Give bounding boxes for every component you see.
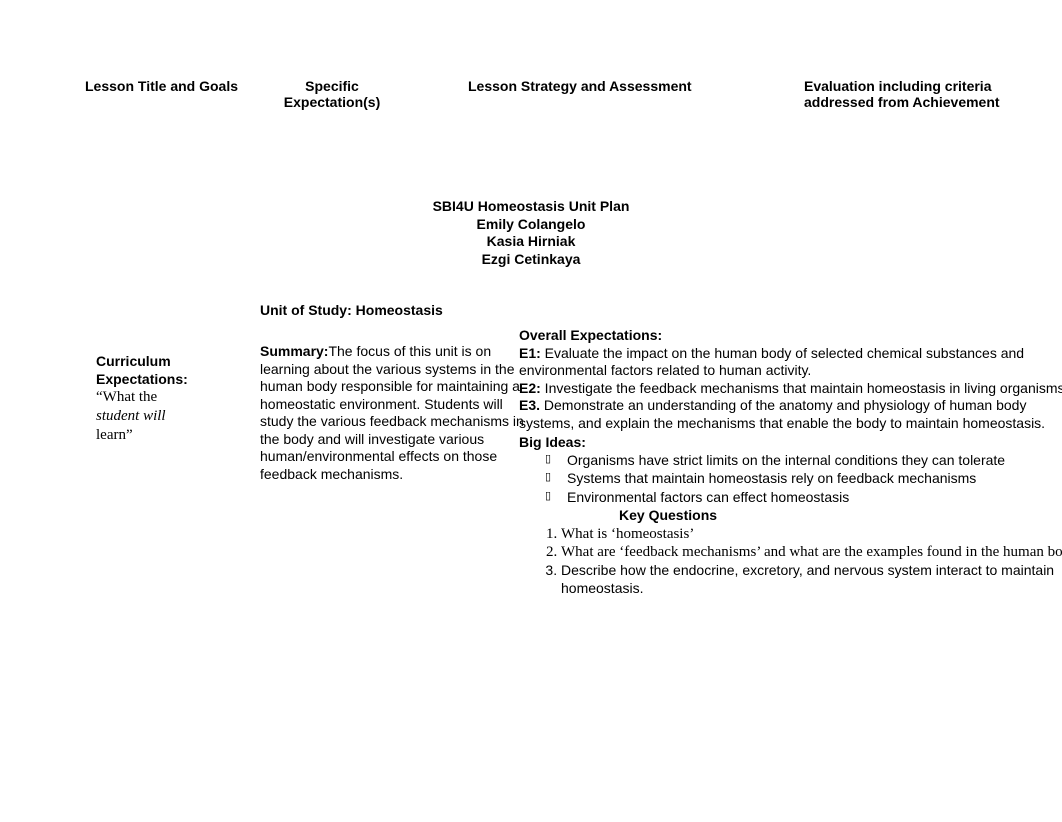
summary-box: Summary:The focus of this unit is on lea… xyxy=(260,343,528,483)
summary-label: Summary: xyxy=(260,343,328,359)
author-3: Ezgi Cetinkaya xyxy=(0,251,1062,269)
document-title-block: SBI4U Homeostasis Unit Plan Emily Colang… xyxy=(0,198,1062,268)
e3-text: Demonstrate an understanding of the anat… xyxy=(519,397,1045,431)
key-questions-title: Key Questions xyxy=(519,507,1062,525)
curriculum-line2: Expectations: xyxy=(96,371,256,389)
col-header-4: Evaluation including criteria addressed … xyxy=(804,78,1034,110)
unit-of-study-line: Unit of Study: Homeostasis xyxy=(260,302,443,318)
e3-label: E3. xyxy=(519,397,540,413)
unit-label: Unit of Study: xyxy=(260,302,356,318)
doc-title: SBI4U Homeostasis Unit Plan xyxy=(0,198,1062,216)
big-idea-3: Environmental factors can effect homeost… xyxy=(567,489,1062,507)
curriculum-italic: student will xyxy=(96,407,256,426)
summary-text: The focus of this unit is on learning ab… xyxy=(260,343,524,482)
expectation-e3: E3. Demonstrate an understanding of the … xyxy=(519,397,1062,432)
key-questions-list: What is ‘homeostasis’ What are ‘feedback… xyxy=(519,525,1062,598)
e2-label: E2: xyxy=(519,380,541,396)
key-question-3: Describe how the endocrine, excretory, a… xyxy=(561,562,1062,597)
big-idea-2: Systems that maintain homeostasis rely o… xyxy=(567,470,1062,488)
unit-value: Homeostasis xyxy=(356,302,443,318)
page-root: Lesson Title and Goals Specific Expectat… xyxy=(0,0,1062,822)
key-question-1: What is ‘homeostasis’ xyxy=(561,525,1062,544)
big-ideas-list: Organisms have strict limits on the inte… xyxy=(519,452,1062,507)
curriculum-line1: Curriculum xyxy=(96,353,256,371)
curriculum-expectations-box: Curriculum Expectations: “What the stude… xyxy=(96,353,256,444)
col-header-2: Specific Expectation(s) xyxy=(262,78,402,110)
e1-text: Evaluate the impact on the human body of… xyxy=(519,345,1024,379)
curriculum-quote-close: learn” xyxy=(96,426,256,445)
key-question-2: What are ‘feedback mechanisms’ and what … xyxy=(561,543,1062,562)
author-2: Kasia Hirniak xyxy=(0,233,1062,251)
expectation-e2: E2: Investigate the feedback mechanisms … xyxy=(519,380,1062,398)
col-header-1: Lesson Title and Goals xyxy=(85,78,238,94)
big-ideas-title: Big Ideas: xyxy=(519,434,1062,452)
overall-expectations-title: Overall Expectations: xyxy=(519,327,1062,345)
big-idea-1: Organisms have strict limits on the inte… xyxy=(567,452,1062,470)
author-1: Emily Colangelo xyxy=(0,216,1062,234)
expectation-e1: E1: Evaluate the impact on the human bod… xyxy=(519,345,1062,380)
expectations-box: Overall Expectations: E1: Evaluate the i… xyxy=(519,327,1062,597)
e2-text: Investigate the feedback mechanisms that… xyxy=(541,380,1062,396)
col-header-3: Lesson Strategy and Assessment xyxy=(468,78,692,94)
e1-label: E1: xyxy=(519,345,541,361)
curriculum-quote-open: “What the xyxy=(96,388,256,407)
